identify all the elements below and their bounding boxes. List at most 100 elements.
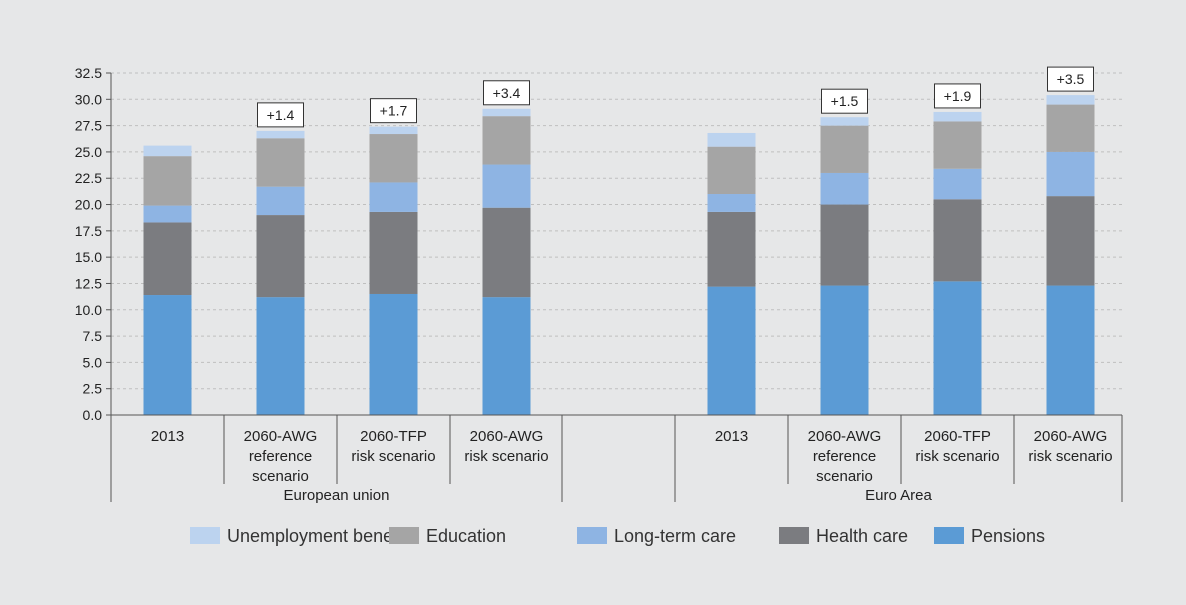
bar-segment-unemployment (933, 111, 982, 122)
bar-segment-pensions (369, 293, 418, 415)
legend-swatch-education (389, 527, 419, 544)
bar-segment-pensions (820, 285, 869, 415)
bar-segment-ltc (143, 205, 192, 223)
bar-segment-unemployment (1046, 95, 1095, 105)
bar-segment-ltc (369, 182, 418, 212)
category-label: reference (249, 448, 312, 465)
axes: 0.0 2.5 5.0 7.5 10.0 12.5 15.0 17.5 20.0 22.5 25.0… (75, 65, 1123, 502)
bar-segment-ltc (933, 168, 982, 200)
bar-segment-health (1046, 196, 1095, 286)
bar-segment-unemployment (820, 117, 869, 126)
bar-segment-education (143, 156, 192, 206)
annotation-label: +1.4 (267, 107, 295, 123)
category-label: 2060-AWG (470, 428, 544, 445)
y-tick-label: 10.0 (75, 302, 102, 318)
annotation-label: +3.5 (1057, 71, 1085, 87)
legend: Unemployment benefits Education Long-term … (190, 526, 1045, 546)
bar-segment-health (933, 199, 982, 282)
annotation-label: +1.7 (380, 103, 408, 119)
bar-segment-education (1046, 104, 1095, 152)
bar-segment-health (707, 211, 756, 287)
bar-segment-education (933, 121, 982, 169)
category-label: 2060-AWG (244, 428, 318, 445)
y-tick-label: 7.5 (83, 328, 103, 344)
bar-segment-ltc (820, 172, 869, 205)
group-label: Euro Area (865, 487, 932, 504)
legend-swatch-unemployment (190, 527, 220, 544)
y-tick-label: 25.0 (75, 144, 102, 160)
y-tick-label: 27.5 (75, 118, 102, 134)
y-tick-label: 15.0 (75, 249, 102, 265)
bar-segment-health (369, 211, 418, 294)
category-label: scenario (816, 468, 873, 485)
annotation-label: +3.4 (493, 85, 521, 101)
annotation-box (483, 80, 530, 106)
group-label: European union (284, 487, 390, 504)
annotation-box (257, 102, 304, 128)
y-tick-label: 32.5 (75, 65, 102, 81)
legend-label-unemployment: Unemployment benefits (227, 526, 416, 546)
annotation-box (934, 83, 981, 109)
bar-segment-unemployment (482, 108, 531, 117)
legend-swatch-pensions (934, 527, 964, 544)
bar-segment-health (482, 207, 531, 298)
annotation-label: +1.9 (944, 88, 972, 104)
bar-segment-pensions (707, 286, 756, 415)
y-tick-label: 12.5 (75, 275, 102, 291)
category-label: 2060-AWG (1034, 428, 1108, 445)
bar-segment-education (707, 146, 756, 195)
bar-segment-health (143, 222, 192, 296)
bar-segment-education (820, 125, 869, 173)
legend-swatch-ltc (577, 527, 607, 544)
category-label: risk scenario (464, 448, 548, 465)
bar-segment-pensions (1046, 285, 1095, 415)
y-tick-label: 17.5 (75, 223, 102, 239)
bar-segment-pensions (143, 295, 192, 415)
bar-segment-education (369, 134, 418, 183)
legend-label-health: Health care (816, 526, 908, 546)
bar-segment-pensions (482, 297, 531, 415)
annotation-box (821, 88, 868, 114)
category-label: 2060-TFP (924, 428, 991, 445)
bar-segment-unemployment (707, 132, 756, 147)
annotations: +1.4 +1.7 +3.4 +1.5 +1.9 +3.5 (257, 66, 1094, 128)
bars (143, 95, 1095, 415)
annotation-label: +1.5 (831, 93, 859, 109)
bar-segment-unemployment (256, 130, 305, 139)
category-label: 2060-AWG (808, 428, 882, 445)
y-tick-label: 2.5 (83, 381, 103, 397)
y-tick-label: 0.0 (83, 407, 103, 423)
category-label: 2013 (151, 428, 184, 445)
bar-segment-pensions (256, 297, 305, 415)
bar-segment-ltc (707, 194, 756, 212)
annotation-box (370, 98, 417, 124)
y-tick-label: 22.5 (75, 170, 102, 186)
bar-segment-education (256, 138, 305, 187)
bar-segment-ltc (1046, 151, 1095, 197)
bar-segment-health (256, 215, 305, 298)
category-label: scenario (252, 468, 309, 485)
bar-segment-ltc (256, 186, 305, 216)
category-labels: 2013 2060-AWG reference scenario 2060-TFP ris… (151, 428, 1113, 504)
y-tick-label: 20.0 (75, 197, 102, 213)
legend-label-education: Education (426, 526, 506, 546)
legend-swatch-health (779, 527, 809, 544)
category-label: 2060-TFP (360, 428, 427, 445)
legend-label-ltc: Long-term care (614, 526, 736, 546)
legend-label-pensions: Pensions (971, 526, 1045, 546)
bar-segment-pensions (933, 281, 982, 415)
bar-segment-ltc (482, 164, 531, 208)
bar-segment-health (820, 204, 869, 286)
category-label: 2013 (715, 428, 748, 445)
bar-segment-unemployment (143, 145, 192, 157)
category-label: risk scenario (915, 448, 999, 465)
y-tick-label: 5.0 (83, 354, 103, 370)
category-label: risk scenario (351, 448, 435, 465)
category-label: reference (813, 448, 876, 465)
category-label: risk scenario (1028, 448, 1112, 465)
bar-segment-unemployment (369, 126, 418, 135)
y-tick-label: 30.0 (75, 91, 102, 107)
annotation-box (1047, 66, 1094, 92)
